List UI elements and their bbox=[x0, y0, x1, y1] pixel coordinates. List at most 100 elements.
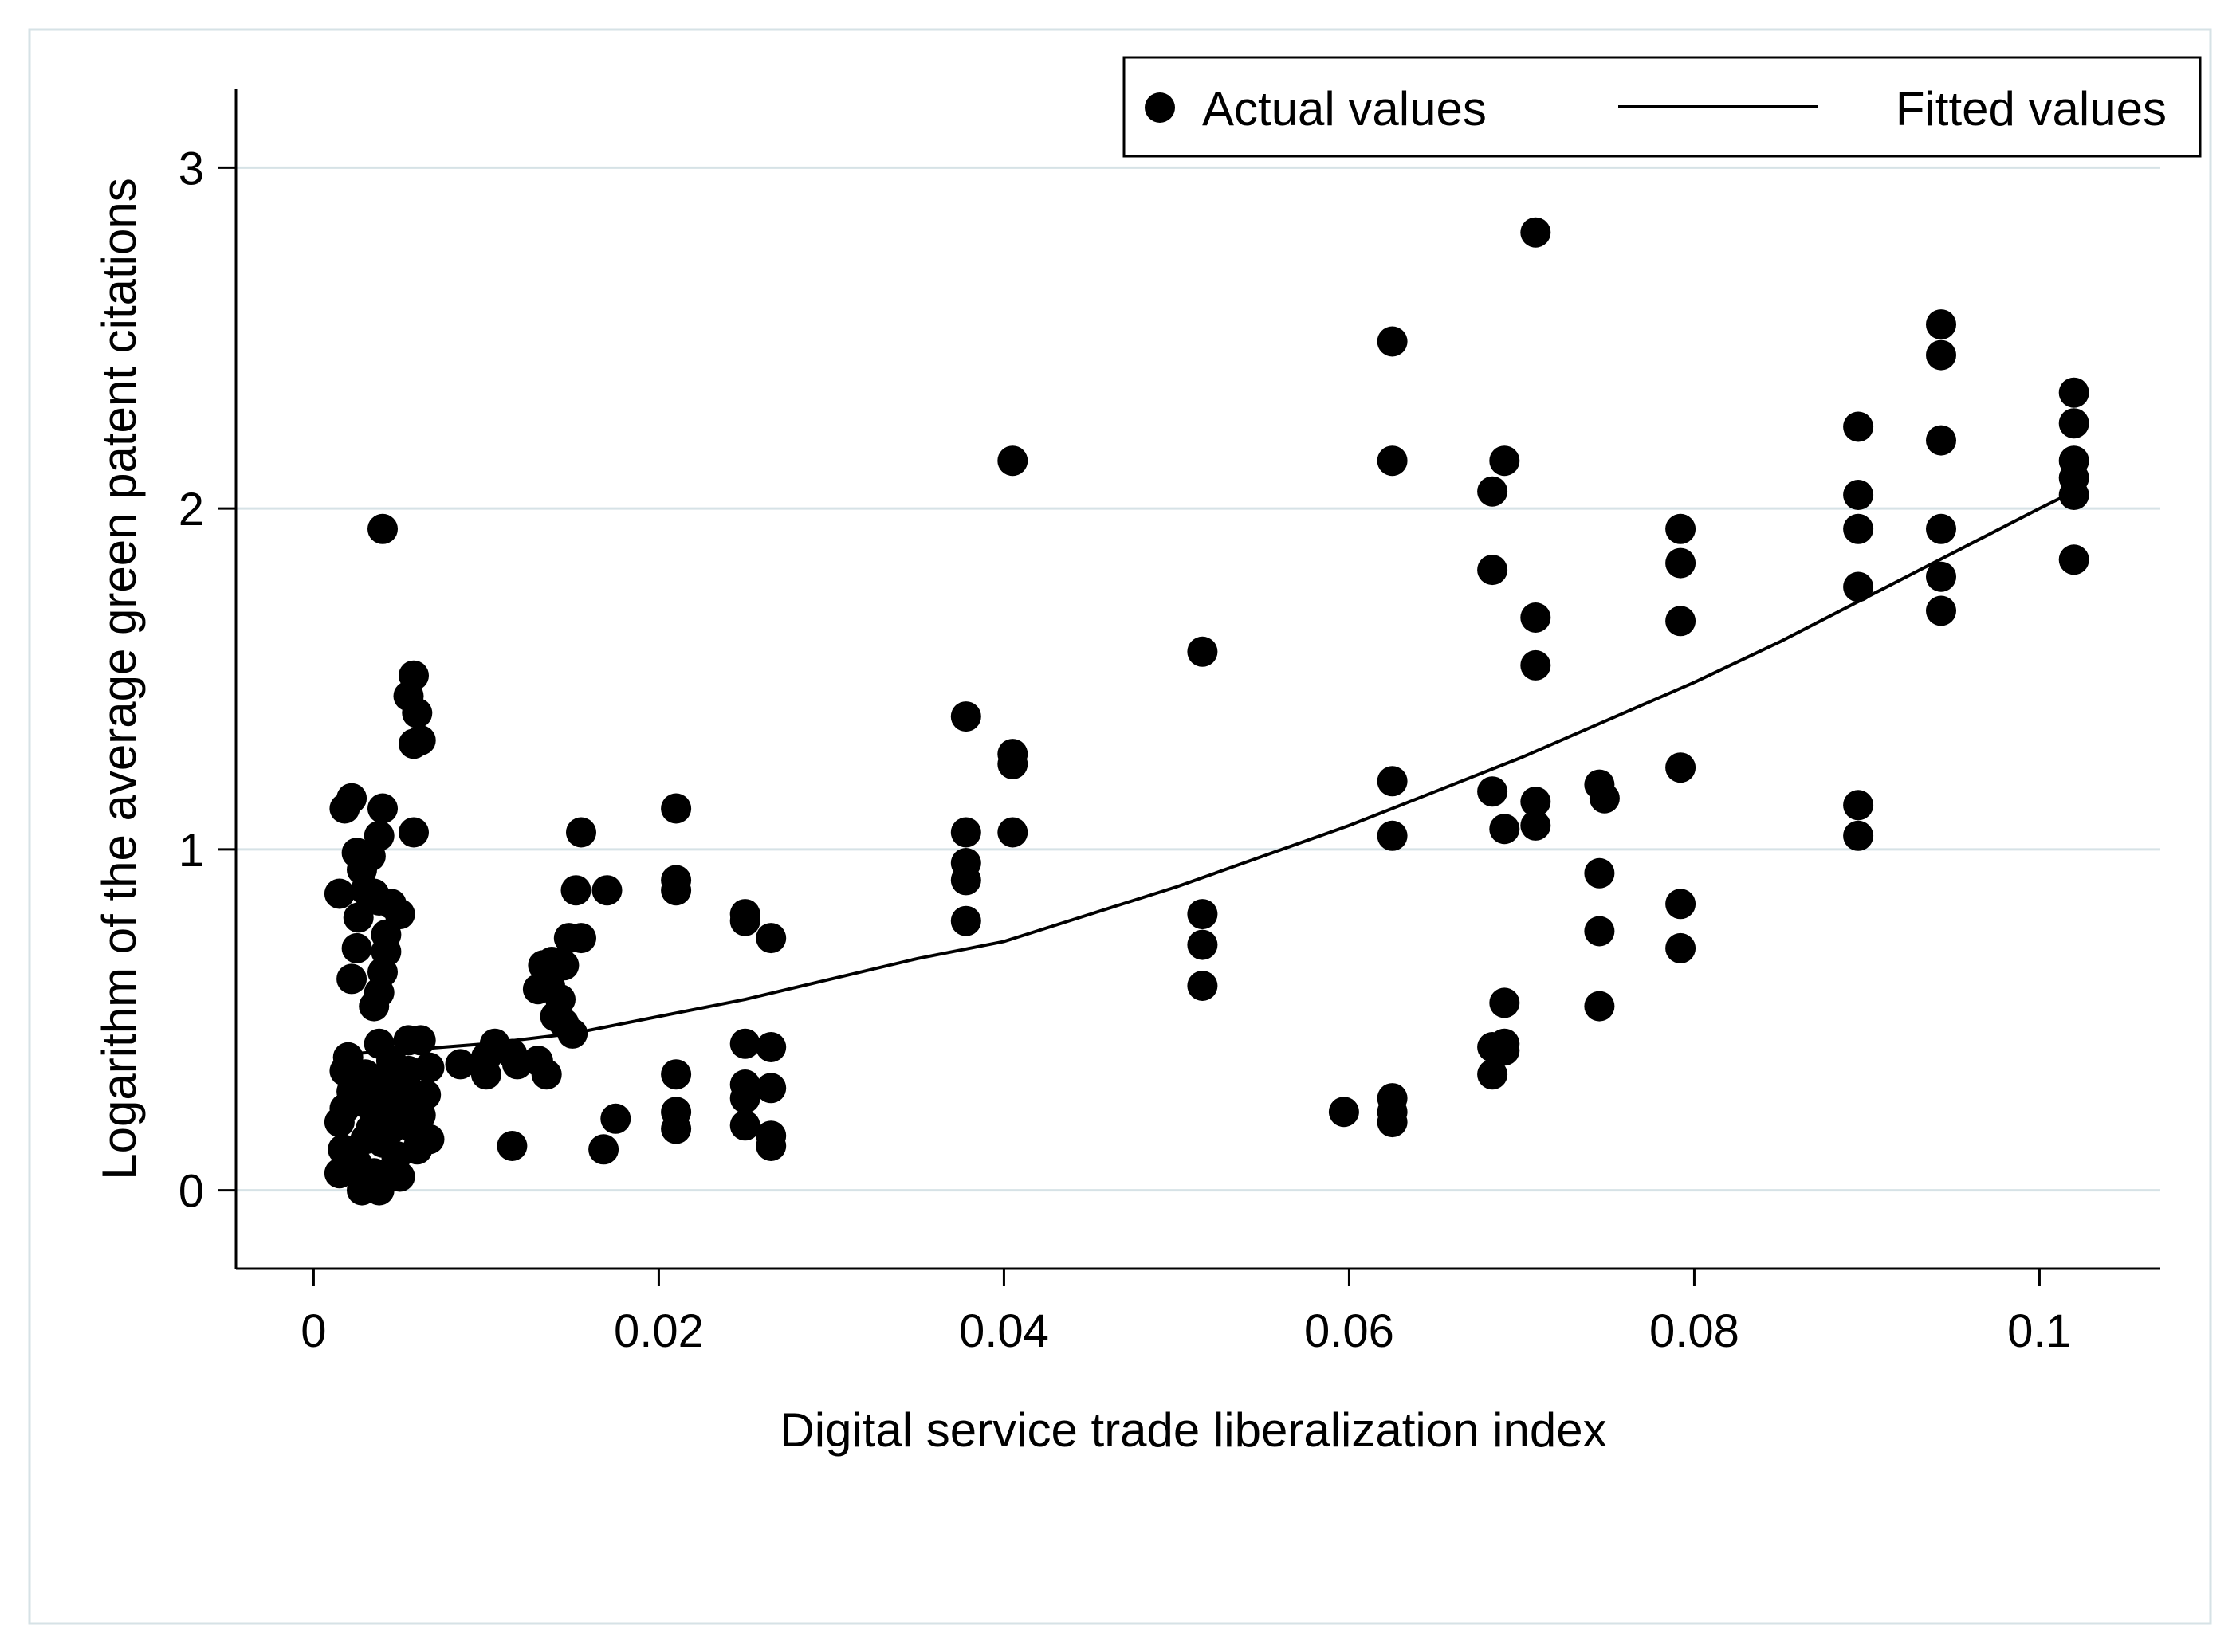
data-point bbox=[1328, 1097, 1359, 1128]
data-point bbox=[950, 817, 981, 848]
x-tick-label: 0.02 bbox=[614, 1305, 704, 1357]
y-tick-label: 3 bbox=[179, 143, 204, 194]
data-point bbox=[1843, 820, 1874, 851]
data-point bbox=[411, 1079, 442, 1110]
data-point bbox=[1665, 752, 1696, 783]
data-point bbox=[336, 963, 367, 995]
data-point bbox=[1926, 425, 1956, 456]
data-point bbox=[756, 1073, 787, 1104]
data-point bbox=[1926, 309, 1956, 340]
data-point bbox=[729, 905, 760, 936]
data-point bbox=[1377, 326, 1408, 357]
data-point bbox=[1520, 602, 1551, 633]
data-point bbox=[1584, 991, 1615, 1022]
data-point bbox=[1489, 814, 1520, 845]
data-point bbox=[355, 1113, 386, 1144]
data-point bbox=[545, 984, 576, 1015]
data-point bbox=[399, 660, 429, 691]
data-point bbox=[997, 817, 1028, 848]
legend-label-actual: Actual values bbox=[1202, 82, 1487, 135]
data-point bbox=[1377, 766, 1408, 797]
data-point bbox=[1843, 480, 1874, 510]
x-axis-title: Digital service trade liberalization ind… bbox=[780, 1403, 1606, 1457]
data-point bbox=[1584, 916, 1615, 947]
fitted-values-line bbox=[348, 489, 2075, 1056]
data-point bbox=[1187, 899, 1218, 930]
data-point bbox=[405, 725, 436, 755]
x-tick-label: 0 bbox=[301, 1305, 326, 1357]
data-point bbox=[1665, 932, 1696, 963]
data-point bbox=[497, 1131, 528, 1161]
data-point bbox=[997, 445, 1028, 477]
data-point bbox=[1489, 987, 1520, 1018]
data-point bbox=[531, 1059, 562, 1090]
data-point bbox=[950, 701, 981, 732]
data-point bbox=[1187, 929, 1218, 960]
data-point bbox=[661, 1059, 692, 1090]
data-point bbox=[1477, 776, 1508, 807]
data-point bbox=[1489, 1035, 1520, 1066]
data-point bbox=[341, 932, 372, 963]
data-point bbox=[1187, 971, 1218, 1001]
data-point bbox=[1926, 595, 1956, 626]
data-point bbox=[367, 513, 398, 544]
legend-dot-marker bbox=[1145, 92, 1175, 123]
data-point bbox=[1665, 513, 1696, 544]
data-point bbox=[1520, 787, 1551, 817]
data-point bbox=[414, 1052, 445, 1083]
legend: Actual values Fitted values bbox=[1122, 56, 2202, 158]
data-point bbox=[1843, 411, 1874, 442]
data-point bbox=[1665, 889, 1696, 920]
data-point bbox=[1589, 783, 1620, 814]
data-point bbox=[1477, 1059, 1508, 1090]
data-point bbox=[445, 1049, 476, 1080]
data-point bbox=[548, 950, 580, 981]
y-tick-label: 0 bbox=[179, 1166, 204, 1218]
data-point bbox=[756, 923, 787, 954]
data-point bbox=[950, 865, 981, 896]
data-point bbox=[359, 991, 390, 1022]
gridlines bbox=[236, 166, 2160, 1192]
data-point bbox=[1377, 445, 1408, 477]
data-point bbox=[1926, 561, 1956, 592]
data-point bbox=[756, 1131, 787, 1161]
y-tick-label: 1 bbox=[179, 825, 204, 877]
data-point bbox=[1584, 857, 1615, 889]
data-point bbox=[1520, 810, 1551, 841]
data-point bbox=[1377, 820, 1408, 851]
data-point bbox=[1665, 547, 1696, 579]
data-point bbox=[560, 875, 591, 906]
data-point bbox=[1926, 339, 1956, 371]
data-point bbox=[336, 783, 367, 814]
data-point bbox=[729, 1028, 760, 1059]
data-point bbox=[2058, 377, 2089, 408]
y-tick-label: 2 bbox=[179, 484, 204, 536]
data-point bbox=[950, 905, 981, 936]
data-point bbox=[600, 1103, 631, 1134]
data-point bbox=[1843, 513, 1874, 544]
y-ticks: 0 1 2 3 bbox=[179, 143, 236, 1218]
data-point bbox=[566, 817, 596, 848]
data-point bbox=[364, 1028, 395, 1059]
data-point bbox=[2058, 480, 2089, 510]
data-point bbox=[343, 902, 374, 933]
data-point bbox=[729, 1083, 760, 1114]
data-point bbox=[1187, 636, 1218, 667]
data-point bbox=[661, 793, 692, 824]
data-point bbox=[2058, 544, 2089, 575]
data-point bbox=[1477, 555, 1508, 586]
data-point bbox=[1843, 790, 1874, 821]
data-point bbox=[661, 1113, 692, 1144]
outer-frame bbox=[28, 28, 2212, 1625]
x-ticks: 0 0.02 0.04 0.06 0.08 0.1 bbox=[301, 1269, 2072, 1357]
data-point bbox=[566, 923, 596, 954]
data-point bbox=[1377, 1107, 1408, 1138]
data-point bbox=[729, 1110, 760, 1141]
scatter-points bbox=[324, 217, 2089, 1206]
x-tick-label: 0.06 bbox=[1304, 1305, 1394, 1357]
x-tick-label: 0.08 bbox=[1649, 1305, 1739, 1357]
data-point bbox=[324, 1107, 355, 1138]
data-point bbox=[384, 1161, 415, 1192]
data-point bbox=[997, 748, 1028, 779]
data-point bbox=[384, 899, 415, 930]
